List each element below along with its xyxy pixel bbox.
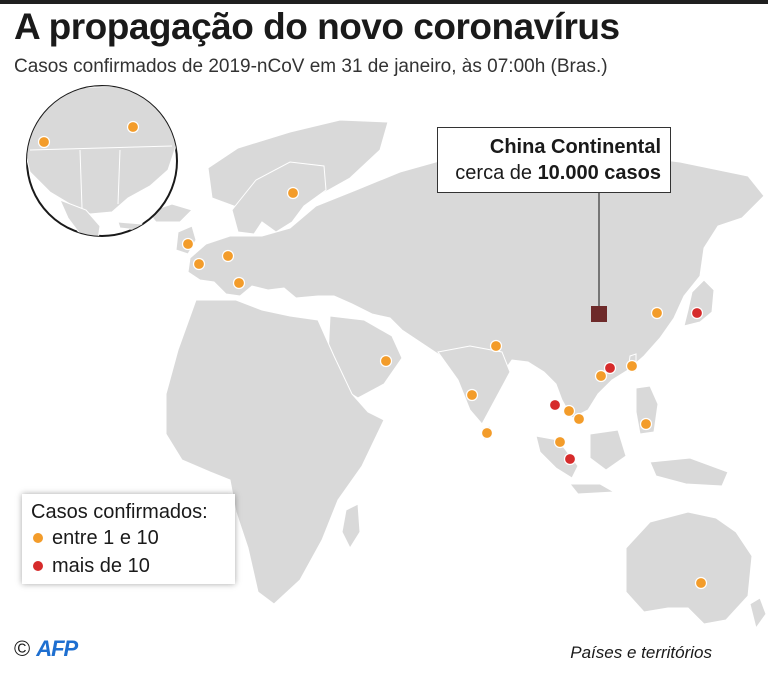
north-america-inset [26, 85, 178, 237]
top-rule [0, 0, 768, 4]
marker-australia [694, 576, 708, 590]
marker-italy [232, 276, 246, 290]
marker-canada [126, 120, 140, 134]
java [568, 483, 616, 495]
borneo [589, 429, 627, 471]
scandinavia [231, 161, 327, 235]
callout-line: cerca de 10.000 casos [438, 160, 661, 186]
marker-france [192, 257, 206, 271]
page-subtitle: Casos confirmados de 2019-nCoV em 31 de … [14, 56, 608, 77]
marker-macau [594, 369, 608, 383]
callout-case-count: 10.000 casos [537, 162, 661, 184]
marker-cambodia [562, 404, 576, 418]
callout-title: China Continental [489, 136, 661, 158]
marker-uk [181, 237, 195, 251]
marker-korea [650, 306, 664, 320]
marker-philippines [639, 417, 653, 431]
legend-label: mais de 10 [52, 555, 150, 577]
markers-1-to-10 [37, 120, 708, 590]
marker-singapore [563, 452, 577, 466]
africa [165, 299, 385, 605]
red-dot-icon [33, 561, 43, 571]
legend: Casos confirmados: entre 1 e 10 mais de … [22, 494, 235, 584]
marker-sri-lanka [480, 426, 494, 440]
marker-hong-kong [603, 361, 617, 375]
land-masses [147, 119, 767, 630]
marker-uae [379, 354, 393, 368]
new-zealand [749, 597, 767, 630]
markers-over-10 [548, 306, 704, 466]
credit: © AFP [14, 636, 78, 662]
callout-prefix: cerca de [455, 162, 538, 184]
marker-india [465, 388, 479, 402]
legend-title: Casos confirmados: [31, 501, 208, 523]
marker-japan [690, 306, 704, 320]
marker-thailand [548, 398, 562, 412]
new-guinea [649, 457, 729, 487]
china-mainland-marker [591, 306, 607, 322]
madagascar [341, 503, 361, 550]
marker-usa-west [37, 135, 51, 149]
australia [625, 511, 753, 625]
copyright-icon: © [14, 636, 31, 661]
marker-malaysia [553, 435, 567, 449]
afp-logo: AFP [36, 636, 78, 661]
china-callout: China Continental cerca de 10.000 casos [437, 127, 671, 193]
legend-label: entre 1 e 10 [52, 527, 159, 549]
marker-finland [286, 186, 300, 200]
india [437, 345, 511, 425]
mexico [59, 199, 101, 236]
marker-taiwan [625, 359, 639, 373]
marker-vietnam [572, 412, 586, 426]
legend-item-over-10: mais de 10 [31, 552, 235, 580]
legend-item-1-to-10: entre 1 e 10 [31, 524, 235, 552]
page-title: A propagação do novo coronavírus [14, 6, 620, 47]
marker-germany [221, 249, 235, 263]
marker-nepal [489, 339, 503, 353]
orange-dot-icon [33, 533, 43, 543]
footnote: Países e territórios [570, 643, 712, 662]
